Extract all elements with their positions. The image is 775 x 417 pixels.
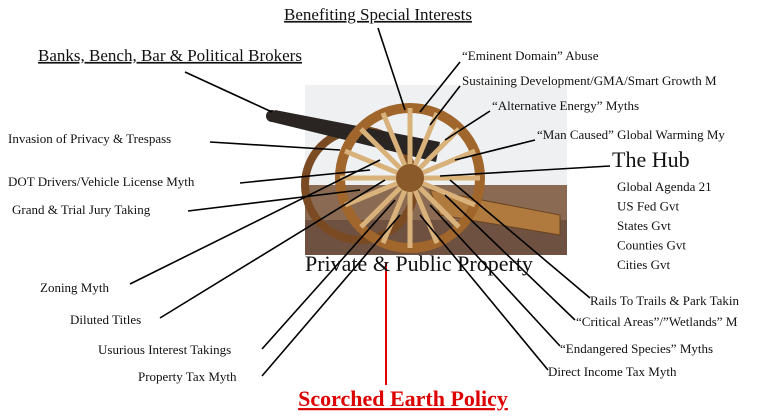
- spoke-label: DOT Drivers/Vehicle License Myth: [8, 174, 195, 189]
- connector: [444, 194, 576, 321]
- connector: [444, 110, 491, 141]
- connector: [159, 179, 386, 319]
- spoke-label: “Alternative Energy” Myths: [492, 98, 639, 113]
- spoke-label: Sustaining Development/GMA/Smart Growth …: [462, 73, 717, 88]
- connector: [209, 141, 341, 151]
- connector: [439, 165, 611, 177]
- connector: [261, 214, 401, 377]
- hub-label: The Hub: [612, 147, 690, 172]
- spoke-label: Grand & Trial Jury Taking: [12, 202, 151, 217]
- hub-item: Counties Gvt: [617, 237, 686, 252]
- spoke-label: Usurious Interest Takings: [98, 342, 231, 357]
- connector: [429, 204, 561, 347]
- spoke-label: “Eminent Domain” Abuse: [462, 48, 599, 63]
- connector: [129, 159, 381, 285]
- spoke-label: Rails To Trails & Park Takin: [590, 293, 740, 308]
- connector: [184, 71, 273, 113]
- connector: [419, 61, 461, 113]
- hub-item: US Fed Gvt: [617, 198, 680, 213]
- spoke-label: “Critical Areas”/”Wetlands” M: [576, 314, 738, 329]
- connector: [377, 27, 406, 111]
- connector: [239, 169, 371, 184]
- connector: [449, 179, 591, 299]
- cannon: [266, 85, 567, 255]
- connector: [429, 85, 461, 126]
- connector: [261, 199, 396, 350]
- connector: [419, 214, 549, 371]
- spoke-label: Zoning Myth: [40, 280, 109, 295]
- spoke-label: “Endangered Species” Myths: [560, 341, 713, 356]
- spoke-label: “Man Caused” Global Warming My: [537, 127, 725, 142]
- top-label: Benefiting Special Interests: [284, 5, 472, 24]
- bottom-label: Scorched Earth Policy: [298, 386, 508, 411]
- spoke-label: Invasion of Privacy & Trespass: [8, 131, 171, 146]
- hub-item: States Gvt: [617, 218, 671, 233]
- connector: [187, 189, 361, 212]
- spoke-label: Direct Income Tax Myth: [548, 364, 677, 379]
- center-label: Private & Public Property: [305, 251, 533, 276]
- hub-item: Global Agenda 21: [617, 179, 712, 194]
- connector: [454, 139, 536, 161]
- spoke-label: Diluted Titles: [70, 312, 141, 327]
- top-left-label: Banks, Bench, Bar & Political Brokers: [38, 46, 302, 65]
- spoke-label: Property Tax Myth: [138, 369, 237, 384]
- hub-item: Cities Gvt: [617, 257, 670, 272]
